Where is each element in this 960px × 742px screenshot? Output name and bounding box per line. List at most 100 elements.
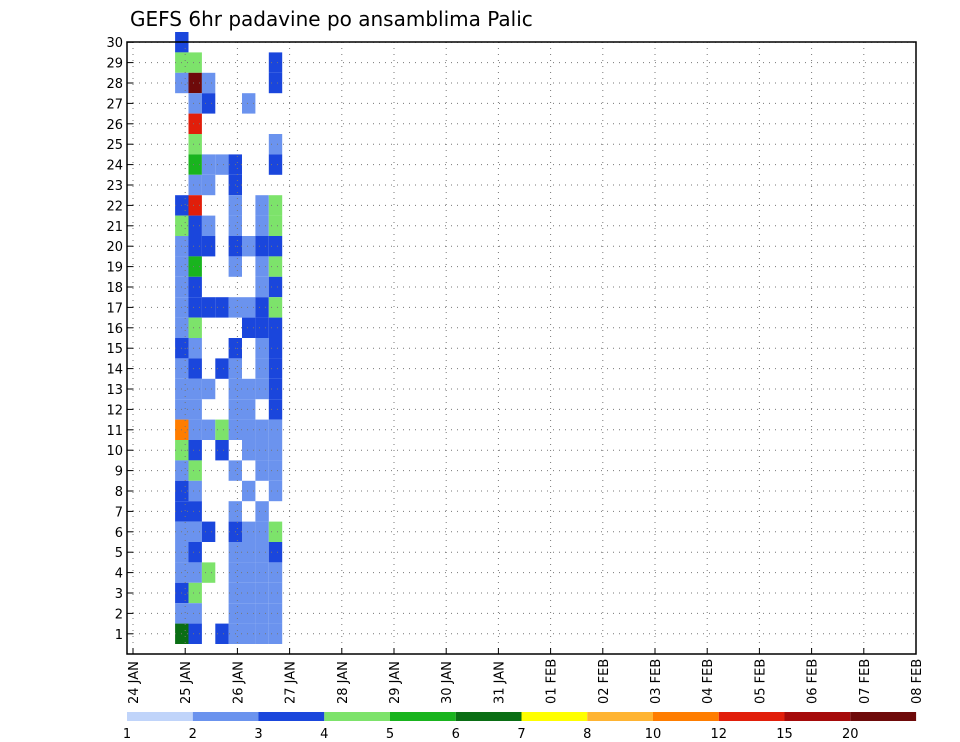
heatmap-cell <box>188 113 202 134</box>
heatmap-cell <box>255 236 269 257</box>
colorbar-swatch <box>653 712 719 721</box>
heatmap-cell <box>268 460 283 481</box>
heatmap-cell <box>188 52 202 73</box>
colorbar-label: 8 <box>583 727 591 742</box>
heatmap-cell <box>268 399 283 420</box>
y-tick-label: 21 <box>106 220 123 235</box>
heatmap-cell <box>242 317 256 338</box>
heatmap-cell <box>268 521 283 542</box>
heatmap-cell <box>255 195 269 216</box>
y-tick-label: 11 <box>106 424 123 439</box>
heatmap-cell <box>188 174 202 196</box>
colorbar-label: 10 <box>645 727 662 742</box>
colorbar-swatch <box>850 712 917 721</box>
heatmap-cell <box>242 542 256 563</box>
heatmap-cell <box>242 562 256 583</box>
heatmap-cell <box>188 521 202 542</box>
heatmap-cell <box>255 358 269 379</box>
heatmap-cell <box>215 440 229 461</box>
x-tick-label: 24 JAN <box>127 661 142 704</box>
x-tick-label: 03 FEB <box>649 659 664 704</box>
heatmap-cell <box>215 154 229 175</box>
y-tick-label: 17 <box>106 301 123 316</box>
heatmap-cell <box>268 358 283 379</box>
heatmap-cell <box>201 378 216 400</box>
heatmap-cell <box>201 215 216 236</box>
heatmap-cell <box>188 134 202 155</box>
heatmap-cell <box>268 623 283 644</box>
heatmap-cell <box>188 72 202 94</box>
heatmap-cell <box>268 276 283 298</box>
heatmap-cell <box>255 256 269 277</box>
heatmap-cell <box>188 195 202 216</box>
y-tick-label: 30 <box>106 36 123 51</box>
heatmap-cell <box>255 317 269 338</box>
x-tick-label: 07 FEB <box>858 659 873 704</box>
x-tick-label: 04 FEB <box>701 659 716 704</box>
y-tick-label: 22 <box>106 199 123 214</box>
heatmap-cell <box>242 93 256 114</box>
heatmap-cell <box>188 419 202 440</box>
heatmap-cell <box>268 256 283 277</box>
heatmap-cell <box>242 419 256 440</box>
heatmap-cell <box>215 419 229 440</box>
y-tick-label: 13 <box>106 383 123 398</box>
heatmap-cell <box>188 542 202 563</box>
heatmap-cell <box>268 582 283 604</box>
heatmap-cell <box>188 440 202 461</box>
x-tick-label: 27 JAN <box>284 661 299 704</box>
heatmap-cell <box>268 378 283 400</box>
heatmap-cell <box>242 521 256 542</box>
heatmap-cell <box>188 236 202 257</box>
heatmap-cell <box>255 562 269 583</box>
y-tick-label: 7 <box>115 505 123 520</box>
heatmap-cell <box>188 582 202 604</box>
colorbar-swatch <box>258 712 325 721</box>
heatmap-cell <box>255 521 269 542</box>
heatmap-cell <box>268 297 283 318</box>
heatmap-cell <box>188 215 202 236</box>
colorbar-swatch <box>587 712 654 721</box>
colorbar-swatch <box>521 712 588 721</box>
heatmap-cell <box>242 236 256 257</box>
heatmap-cell <box>188 399 202 420</box>
y-tick-label: 2 <box>115 607 123 622</box>
heatmap-cell <box>242 297 256 318</box>
heatmap-cell <box>242 623 256 644</box>
heatmap-cell <box>242 480 256 502</box>
colorbar-label: 3 <box>254 727 262 742</box>
heatmap-cell <box>215 297 229 318</box>
y-tick-label: 8 <box>115 485 123 500</box>
heatmap-cell <box>268 72 283 94</box>
heatmap-cell <box>268 542 283 563</box>
heatmap-cell <box>255 378 269 400</box>
y-tick-label: 28 <box>106 77 123 92</box>
colorbar-label: 1 <box>123 727 131 742</box>
y-tick-label: 5 <box>115 546 123 561</box>
heatmap-cell <box>255 460 269 481</box>
y-tick-label: 1 <box>115 628 123 643</box>
heatmap-cell <box>188 338 202 359</box>
y-tick-label: 27 <box>106 97 123 112</box>
colorbar-swatch <box>455 712 522 721</box>
y-tick-label: 16 <box>106 322 123 337</box>
x-tick-label: 06 FEB <box>806 659 821 704</box>
y-tick-label: 25 <box>106 138 123 153</box>
x-tick-label: 05 FEB <box>753 659 768 704</box>
x-tick-label: 30 JAN <box>440 661 455 704</box>
heatmap-cell <box>255 623 269 644</box>
y-tick-label: 14 <box>106 363 123 378</box>
colorbar-swatch <box>192 712 259 721</box>
heatmap-cell <box>268 154 283 175</box>
colorbar-label: 7 <box>517 727 525 742</box>
heatmap-cell <box>188 256 202 277</box>
colorbar-label: 12 <box>710 727 727 742</box>
y-tick-label: 12 <box>106 403 123 418</box>
colorbar-label: 20 <box>842 727 859 742</box>
x-tick-label: 25 JAN <box>179 661 194 704</box>
heatmap-cell <box>201 236 216 257</box>
heatmap-cell <box>255 501 269 522</box>
heatmap-cell <box>268 603 283 624</box>
heatmap-cell <box>201 419 216 440</box>
